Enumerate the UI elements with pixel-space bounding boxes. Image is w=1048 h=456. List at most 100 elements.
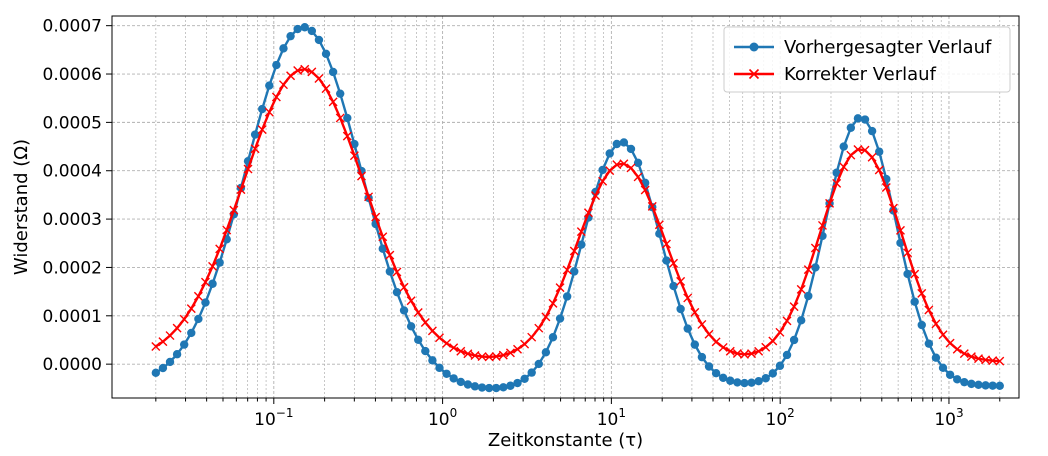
- data-point: [541, 348, 551, 357]
- data-point: [406, 322, 416, 331]
- x-tick-label: 100: [428, 406, 457, 430]
- data-point: [676, 276, 686, 286]
- data-point: [633, 172, 643, 182]
- data-point: [683, 324, 692, 333]
- data-point: [350, 139, 359, 149]
- data-point: [832, 168, 841, 177]
- data-point: [577, 240, 586, 249]
- data-point: [456, 377, 465, 387]
- data-point: [165, 331, 175, 341]
- ticks: [106, 25, 1001, 404]
- data-point: [973, 354, 983, 364]
- data-point: [300, 23, 309, 32]
- data-point: [952, 344, 962, 354]
- data-point: [172, 350, 182, 359]
- data-point: [960, 377, 969, 387]
- x-tick-label: 103: [934, 406, 963, 430]
- data-point: [796, 284, 806, 294]
- data-point: [768, 336, 778, 346]
- data-point: [867, 126, 877, 136]
- data-point: [463, 349, 473, 359]
- data-point: [598, 176, 608, 186]
- data-point: [420, 317, 430, 327]
- data-point: [768, 369, 778, 378]
- data-point: [229, 205, 239, 215]
- data-point: [435, 363, 444, 373]
- data-point: [151, 368, 161, 378]
- y-tick-label: 0.0003: [43, 210, 102, 230]
- data-point: [364, 192, 374, 202]
- legend-marker-correct: [748, 68, 760, 80]
- data-point: [846, 150, 856, 160]
- data-point: [527, 368, 536, 377]
- data-point: [491, 351, 501, 361]
- data-point: [704, 329, 714, 339]
- data-point: [626, 144, 636, 154]
- data-point: [442, 369, 451, 378]
- data-point: [811, 263, 820, 272]
- data-point: [513, 378, 522, 388]
- y-tick-label: 0.0006: [43, 65, 102, 85]
- data-point: [548, 298, 558, 308]
- data-point: [924, 305, 934, 315]
- data-point: [151, 341, 161, 351]
- data-point: [215, 258, 224, 267]
- y-axis-label: Widerstand (Ω): [11, 139, 32, 275]
- data-point: [789, 302, 799, 312]
- data-point: [981, 381, 990, 390]
- data-point: [356, 171, 366, 181]
- data-point: [342, 131, 352, 141]
- data-point: [449, 374, 458, 383]
- data-point: [860, 145, 870, 155]
- data-point: [832, 178, 842, 188]
- data-point: [314, 35, 324, 45]
- data-point: [484, 352, 494, 362]
- data-point: [194, 314, 203, 324]
- data-point: [931, 353, 941, 362]
- data-point: [328, 67, 338, 77]
- data-point: [328, 97, 338, 107]
- data-point: [498, 350, 508, 360]
- data-point: [803, 265, 813, 275]
- data-point: [782, 316, 792, 326]
- data-point: [612, 139, 621, 149]
- data-point: [336, 89, 345, 98]
- data-point: [718, 342, 728, 352]
- data-point: [888, 203, 898, 213]
- data-point: [215, 244, 225, 254]
- data-point: [754, 376, 763, 386]
- data-point: [414, 335, 423, 344]
- data-point: [974, 380, 983, 390]
- y-tick-label: 0.0002: [43, 258, 102, 278]
- data-point: [839, 162, 849, 172]
- data-point: [520, 374, 529, 383]
- data-point: [371, 212, 381, 222]
- data-point: [172, 323, 182, 333]
- series-correct: [151, 64, 1005, 366]
- data-point: [179, 340, 189, 349]
- data-point: [711, 369, 721, 378]
- data-point: [739, 349, 749, 359]
- data-point: [903, 269, 912, 279]
- data-point: [200, 277, 210, 287]
- legend-entry-predicted: Vorhergesagter Verlauf: [734, 37, 992, 58]
- data-point: [711, 337, 721, 347]
- data-point: [591, 191, 601, 201]
- data-point: [392, 287, 402, 297]
- data-point: [569, 246, 579, 256]
- data-point: [562, 265, 572, 275]
- data-point: [583, 208, 593, 218]
- data-point: [910, 297, 919, 306]
- data-point: [250, 130, 260, 139]
- data-point: [484, 383, 494, 393]
- data-point: [477, 383, 487, 392]
- data-point: [463, 380, 473, 389]
- data-point: [875, 147, 884, 156]
- data-point: [534, 323, 544, 333]
- y-tick-label: 0.0000: [43, 355, 102, 375]
- data-point: [740, 378, 749, 388]
- data-point: [193, 291, 203, 301]
- data-point: [385, 250, 395, 260]
- series-line: [155, 68, 1000, 363]
- data-point: [754, 346, 764, 356]
